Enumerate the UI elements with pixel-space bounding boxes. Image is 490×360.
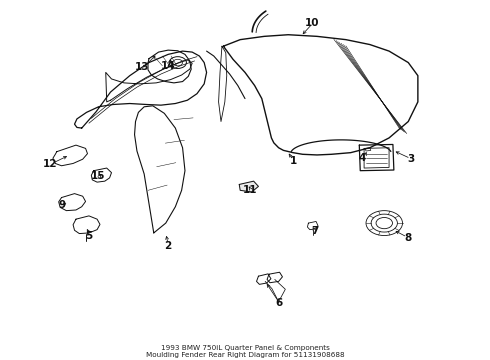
- Text: 14: 14: [161, 61, 175, 71]
- Text: 10: 10: [305, 18, 319, 28]
- Text: 5: 5: [85, 231, 93, 241]
- Text: 11: 11: [243, 185, 257, 195]
- Text: 13: 13: [135, 63, 149, 72]
- Text: 8: 8: [405, 233, 412, 243]
- Text: 1: 1: [290, 156, 296, 166]
- Text: 4: 4: [359, 153, 367, 163]
- Text: 15: 15: [91, 171, 106, 181]
- Text: 1993 BMW 750iL Quarter Panel & Components
Moulding Fender Rear Right Diagram for: 1993 BMW 750iL Quarter Panel & Component…: [146, 345, 344, 358]
- Text: 2: 2: [165, 241, 172, 251]
- Text: 7: 7: [311, 226, 318, 236]
- Text: 3: 3: [407, 154, 414, 164]
- Polygon shape: [239, 181, 258, 192]
- Text: 12: 12: [43, 159, 58, 169]
- Text: 9: 9: [59, 200, 66, 210]
- Text: 6: 6: [275, 298, 282, 309]
